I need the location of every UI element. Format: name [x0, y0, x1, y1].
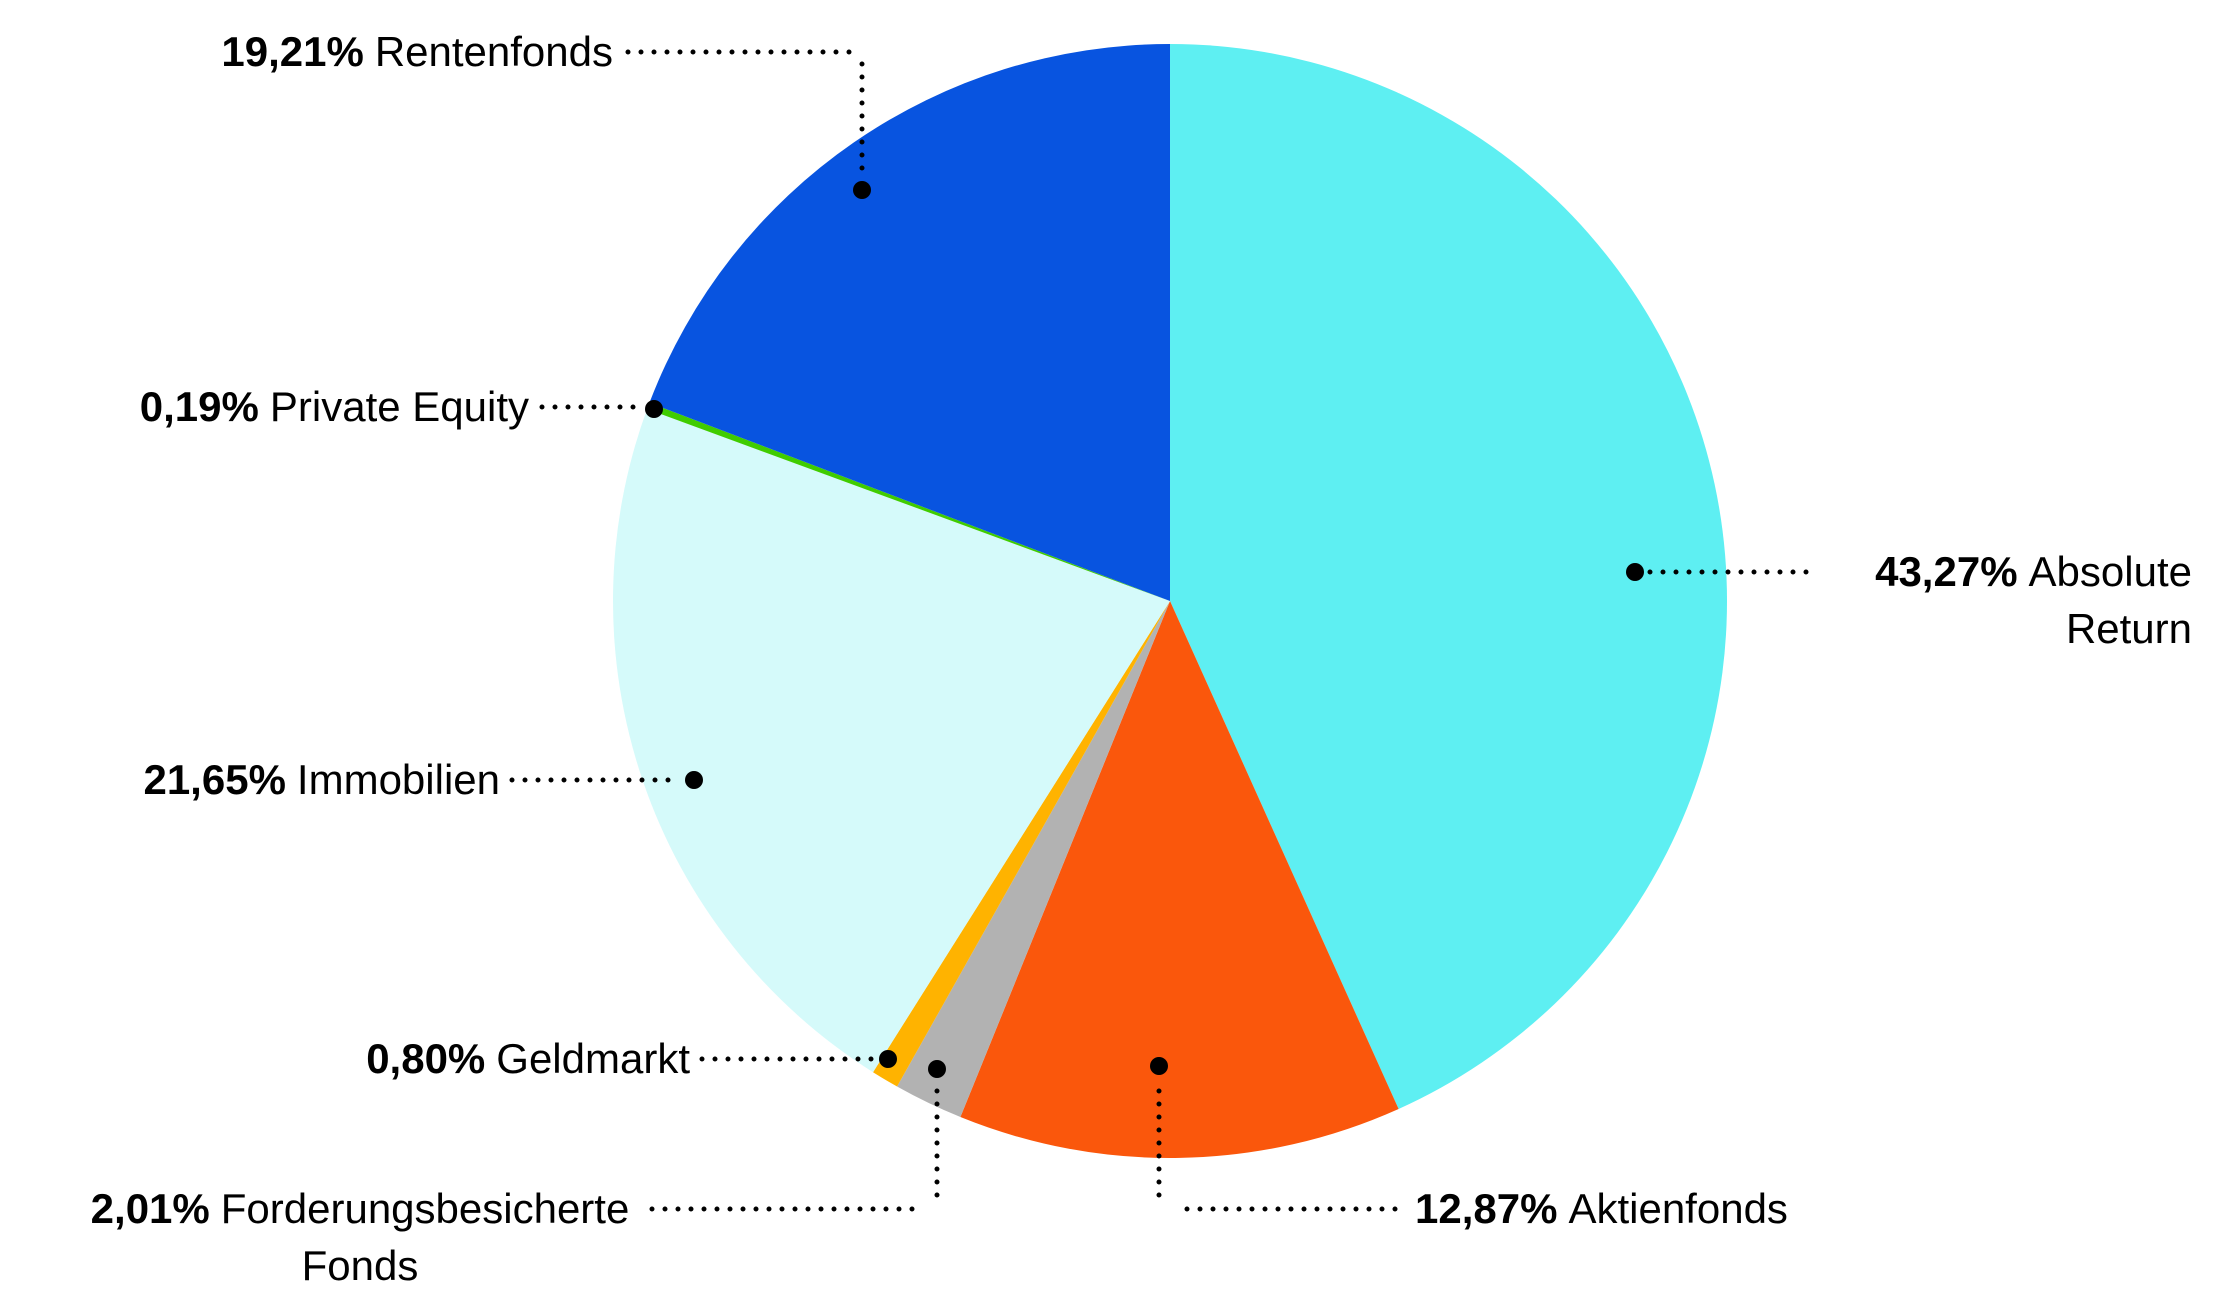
- leader-dot-rentenfonds: [853, 181, 871, 199]
- leader-dot-private-equity: [645, 400, 663, 418]
- pie-slice-private-equity: [647, 402, 1170, 601]
- leader-dot-absolute-return: [1626, 563, 1644, 581]
- label-private-equity-value: 0,19%: [139, 383, 259, 430]
- label-forderungsbesicherte-fonds: 2,01% Forderungsbesicherte Fonds: [30, 1180, 690, 1292]
- label-absolute-return-value: 43,27%: [1875, 548, 2018, 595]
- label-immobilien: 21,65% Immobilien: [143, 751, 500, 808]
- pie-slice-absolute-return: [1170, 44, 1728, 1109]
- label-aktienfonds-name: Aktienfonds: [1568, 1185, 1788, 1232]
- label-forderungsbesicherte-fonds-value: 2,01%: [90, 1185, 210, 1232]
- label-private-equity: 0,19% Private Equity: [140, 378, 529, 435]
- label-aktienfonds-value: 12,87%: [1415, 1185, 1558, 1232]
- label-geldmarkt-name: Geldmarkt: [496, 1035, 690, 1082]
- leader-dot-forderungsbesicherte-fonds: [928, 1060, 946, 1078]
- label-absolute-return-name: Absolute Return: [2028, 548, 2192, 652]
- pie-slice-aktienfonds: [960, 601, 1399, 1158]
- label-rentenfonds: 19,21% Rentenfonds: [221, 23, 613, 80]
- label-absolute-return: 43,27% Absolute Return: [1832, 543, 2192, 657]
- label-rentenfonds-name: Rentenfonds: [374, 28, 613, 75]
- label-rentenfonds-value: 19,21%: [221, 28, 364, 75]
- label-geldmarkt-value: 0,80%: [366, 1035, 486, 1082]
- label-aktienfonds: 12,87% Aktienfonds: [1415, 1180, 1788, 1237]
- label-geldmarkt: 0,80% Geldmarkt: [366, 1030, 690, 1087]
- label-private-equity-name: Private Equity: [269, 383, 529, 430]
- label-immobilien-name: Immobilien: [296, 756, 500, 803]
- pie-slice-rentenfonds: [649, 44, 1170, 601]
- leader-dot-geldmarkt: [879, 1050, 897, 1068]
- leader-dot-immobilien: [685, 771, 703, 789]
- pie-slice-forderungsbesicherte-fonds: [897, 601, 1170, 1118]
- label-immobilien-value: 21,65%: [143, 756, 286, 803]
- pie-slice-immobilien: [613, 409, 1170, 1073]
- leader-dot-aktienfonds: [1150, 1057, 1168, 1075]
- pie-slice-geldmarkt: [873, 601, 1170, 1087]
- label-forderungsbesicherte-fonds-name: Forderungsbesicherte Fonds: [220, 1185, 630, 1289]
